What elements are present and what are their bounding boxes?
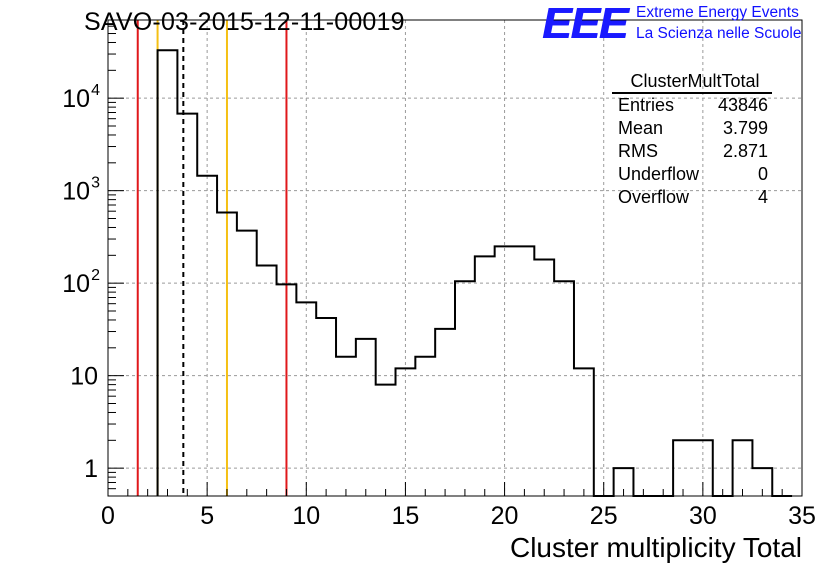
y-tick-label: 10: [62, 85, 90, 113]
stats-label: Overflow: [618, 187, 690, 207]
y-tick-label: 10: [70, 363, 98, 391]
x-tick-label: 35: [788, 502, 816, 530]
y-tick-label: 10: [62, 178, 90, 206]
histogram-bin: [257, 266, 277, 496]
x-tick-label: 5: [200, 502, 214, 530]
histogram-bin: [733, 440, 753, 496]
stats-value: 4: [757, 187, 768, 207]
stats-row-entries: Entries 43846: [612, 94, 776, 117]
y-tick-exponent: 2: [91, 267, 100, 284]
histogram-bin: [158, 50, 178, 496]
x-axis-label: Cluster multiplicity Total: [509, 532, 802, 563]
stats-row-mean: Mean 3.799: [612, 117, 776, 140]
stats-title: ClusterMultTotal: [612, 70, 772, 94]
stats-value: 43846: [717, 95, 768, 115]
histogram-bin: [177, 114, 197, 496]
plot-frame: [107, 19, 803, 497]
histogram-bin: [237, 231, 257, 496]
brand-line-2: La Scienza nelle Scuole: [636, 25, 802, 42]
eee-logo: EEE: [542, 0, 628, 48]
histogram-bin: [455, 281, 475, 496]
stats-value: 2.871: [722, 141, 768, 161]
stats-label: Underflow: [618, 164, 700, 184]
histogram-bin: [534, 260, 554, 496]
x-tick-label: 15: [392, 502, 420, 530]
axes-frame: [107, 19, 803, 497]
histogram-bin: [554, 281, 574, 496]
stats-row-overflow: Overflow 4: [612, 186, 776, 209]
y-tick-label: 1: [84, 455, 98, 483]
histogram-bin: [336, 357, 356, 496]
histogram-bin: [356, 339, 376, 496]
grid-lines: [108, 20, 802, 496]
brand-line-1: Extreme Energy Events: [636, 4, 799, 21]
histogram-bin: [673, 440, 693, 496]
x-tick-label: 30: [689, 502, 717, 530]
x-tick-label: 10: [292, 502, 320, 530]
stats-value: 0: [757, 164, 768, 184]
x-axis-ticks: 0 5 10 15 20 25 30 35: [101, 482, 816, 530]
stats-row-underflow: Underflow 0: [612, 163, 776, 186]
histogram-bin: [435, 329, 455, 496]
histogram-bin: [574, 368, 594, 496]
chart-title: SAVO-03-2015-12-11-00019: [84, 8, 405, 36]
stats-value: 3.799: [722, 118, 768, 138]
histogram-series: [156, 49, 793, 497]
histogram-bin: [415, 357, 435, 496]
y-tick-exponent: 3: [91, 175, 100, 192]
histogram-bin: [316, 318, 336, 496]
histogram-bin: [514, 246, 534, 496]
stats-label: RMS: [618, 141, 658, 161]
stats-label: Mean: [618, 118, 664, 138]
stats-box: ClusterMultTotal Entries 43846 Mean 3.79…: [612, 70, 776, 209]
x-tick-label: 25: [590, 502, 618, 530]
stats-row-rms: RMS 2.871: [612, 140, 776, 163]
histogram-outline: [156, 49, 793, 497]
histogram-bin: [475, 256, 495, 496]
stats-label: Entries: [618, 95, 675, 115]
histogram-bin: [376, 385, 396, 496]
marker-lines: [136, 20, 288, 496]
x-tick-label: 0: [101, 502, 115, 530]
y-tick-exponent: 4: [91, 82, 100, 99]
x-tick-label: 20: [491, 502, 519, 530]
y-tick-label: 10: [62, 270, 90, 298]
